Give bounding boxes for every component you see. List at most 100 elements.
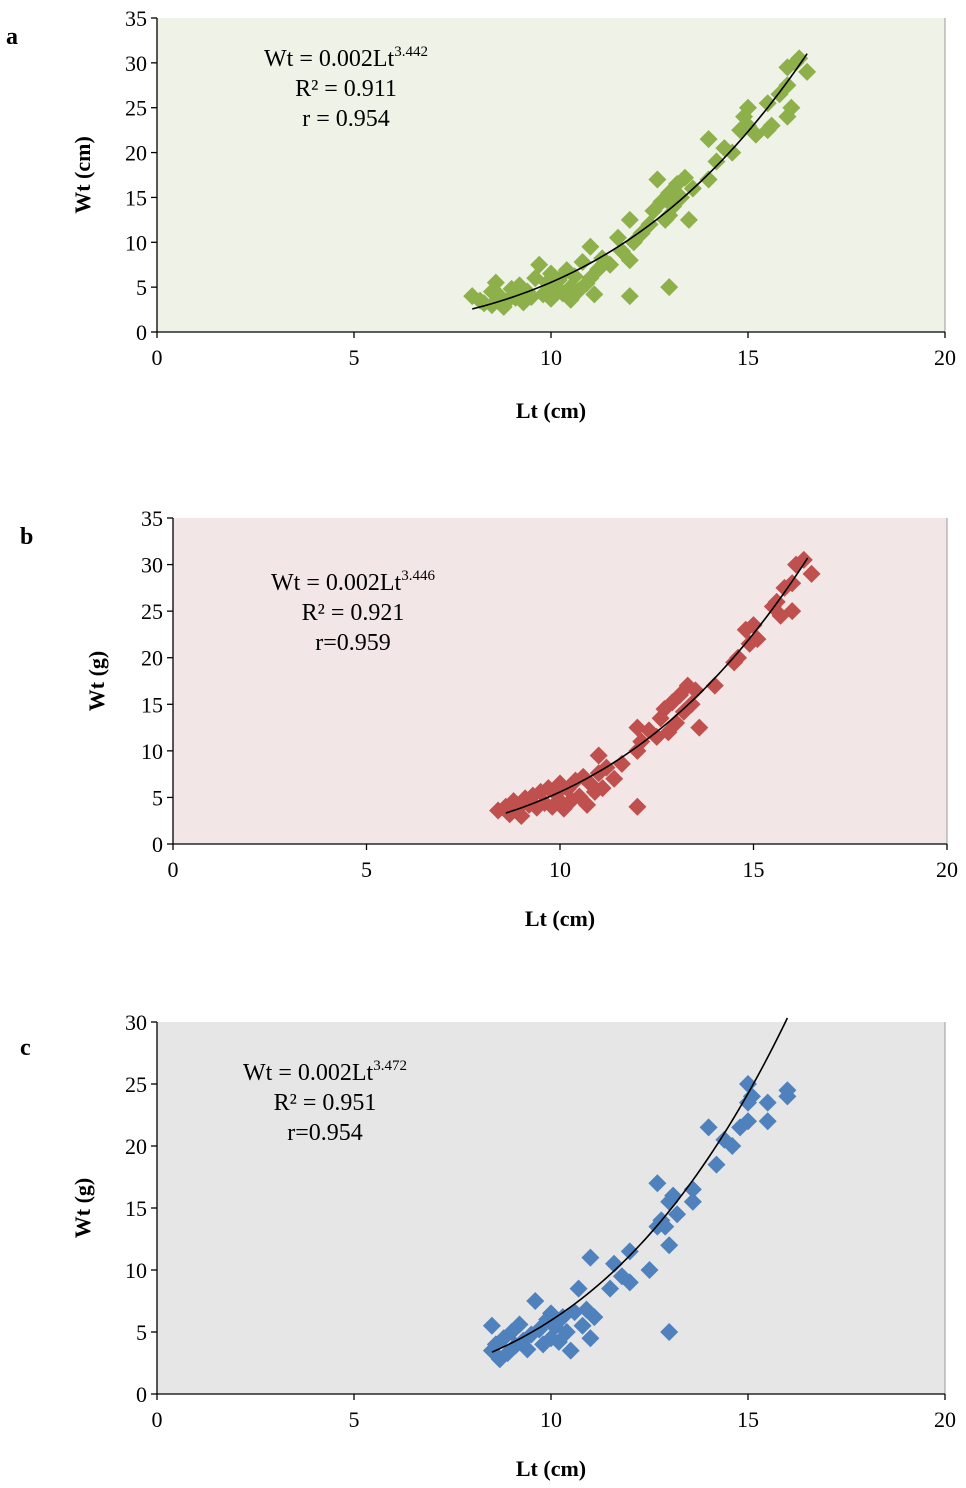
x-tick-label-a: 20 — [934, 345, 956, 370]
data-point-a — [782, 98, 801, 117]
data-point-c — [739, 1093, 757, 1112]
data-point-b — [593, 779, 612, 798]
x-tick-label-c: 15 — [737, 1407, 759, 1432]
data-point-a — [648, 170, 667, 189]
y-axis-title-c: Wt (g) — [70, 1178, 95, 1238]
data-point-c — [494, 1329, 513, 1348]
data-point-c — [573, 1316, 592, 1335]
data-point-c — [660, 1236, 679, 1255]
chart-a-svg: 0 5 10 15 20 25 30 35 0 5 10 15 20 Lt (cm) Wt (cm) a Wt … — [6, 6, 956, 423]
data-point-a — [699, 130, 718, 149]
x-tick-label-b: 15 — [743, 857, 765, 882]
data-point-a — [620, 210, 639, 229]
x-tick-label-c: 5 — [349, 1407, 360, 1432]
data-point-c — [648, 1174, 667, 1193]
data-point-a — [530, 255, 549, 274]
data-point-b — [729, 648, 748, 667]
data-point-a — [739, 116, 757, 135]
data-point-c — [498, 1344, 517, 1363]
data-point-c — [739, 1112, 757, 1131]
y-tick-label-b: 35 — [141, 506, 163, 531]
data-point-c — [715, 1130, 734, 1149]
data-point-b — [682, 695, 701, 714]
data-point-b — [783, 602, 802, 621]
y-tick-label-b: 15 — [141, 692, 163, 717]
data-point-c — [569, 1279, 588, 1298]
data-point-a — [660, 278, 679, 297]
data-point-b — [585, 782, 604, 801]
data-point-c — [518, 1340, 537, 1359]
data-point-b — [566, 771, 585, 790]
data-point-c — [758, 1093, 777, 1112]
y-tick-label-b: 25 — [141, 599, 163, 624]
data-point-a — [565, 267, 584, 286]
data-point-c — [522, 1325, 541, 1344]
data-point-b — [775, 578, 794, 597]
data-point-b — [578, 795, 597, 814]
y-tick-label-a: 35 — [125, 6, 147, 31]
equation-base-b: Wt = 0.002Lt — [271, 570, 402, 596]
data-point-a — [758, 94, 777, 113]
data-point-c — [620, 1273, 639, 1292]
chart-panel-a: 0 5 10 15 20 25 30 35 0 5 10 15 20 Lt (cm) Wt (cm) a Wt … — [0, 0, 966, 480]
data-point-c — [542, 1304, 560, 1323]
data-point-c — [742, 1087, 761, 1106]
data-point-a — [581, 237, 600, 256]
data-point-b — [771, 606, 790, 625]
y-tick-label-a: 15 — [125, 185, 147, 210]
x-tick-label-b: 5 — [361, 857, 372, 882]
x-tick-label-c: 20 — [934, 1407, 956, 1432]
trendline-c — [491, 1017, 789, 1353]
r-squared-label-b: R² = 0.921 — [302, 600, 405, 626]
y-tick-label-c: 10 — [125, 1258, 147, 1283]
r-label-c: r=0.954 — [287, 1120, 363, 1146]
chart-panel-b: 0 5 10 15 20 25 30 35 0 5 10 15 20 Lt (cm) Wt (g) b Wt =… — [0, 498, 966, 978]
data-point-c — [620, 1242, 639, 1261]
data-point-a — [672, 188, 691, 207]
y-tick-label-b: 5 — [152, 785, 163, 810]
x-tick-label-c: 0 — [152, 1407, 163, 1432]
data-point-c — [561, 1341, 580, 1360]
x-tick-label-b: 10 — [549, 857, 571, 882]
panel-letter-c: c — [20, 1035, 31, 1061]
data-point-b — [628, 797, 647, 816]
equation-label-a: Wt = 0.002Lt3.442 — [264, 44, 428, 72]
data-point-a — [608, 228, 627, 247]
x-axis-title-a: Lt (cm) — [516, 398, 586, 423]
data-point-c — [707, 1155, 726, 1174]
data-point-c — [699, 1118, 718, 1137]
data-point-b — [744, 616, 763, 635]
trendline-a — [472, 53, 808, 310]
data-point-c — [640, 1261, 659, 1279]
data-point-b — [705, 676, 724, 695]
data-point-c — [557, 1323, 576, 1341]
data-point-b — [802, 564, 821, 583]
equation-label-b: Wt = 0.002Lt3.446 — [271, 568, 435, 596]
y-tick-label-c: 15 — [125, 1196, 147, 1221]
data-point-c — [758, 1112, 777, 1131]
x-tick-label-a: 15 — [737, 345, 759, 370]
y-tick-label-b: 0 — [152, 832, 163, 857]
x-tick-label-a: 5 — [349, 345, 360, 370]
data-point-c — [510, 1315, 529, 1334]
data-point-b — [640, 721, 659, 740]
x-tick-label-a: 0 — [152, 345, 163, 370]
y-tick-label-b: 30 — [141, 553, 163, 578]
data-point-c — [683, 1192, 702, 1211]
x-axis-title-c: Lt (cm) — [516, 1456, 586, 1481]
data-point-c — [668, 1205, 687, 1224]
data-point-c — [683, 1180, 702, 1199]
data-point-a — [675, 168, 694, 187]
data-point-a — [573, 253, 592, 272]
data-point-c — [482, 1316, 501, 1335]
data-point-b — [794, 550, 813, 569]
y-tick-label-c: 5 — [136, 1320, 147, 1345]
y-tick-label-c: 0 — [136, 1382, 147, 1407]
chart-c-svg: 0 5 10 15 20 25 30 0 5 10 15 20 Lt (cm) Wt (g) c Wt = 0… — [20, 1010, 956, 1481]
data-point-c — [660, 1323, 679, 1341]
data-point-c — [526, 1292, 545, 1310]
chart-b-svg: 0 5 10 15 20 25 30 35 0 5 10 15 20 Lt (cm) Wt (g) b Wt =… — [20, 506, 958, 931]
equation-exponent-c: 3.472 — [373, 1058, 407, 1074]
y-tick-label-c: 20 — [125, 1134, 147, 1159]
panel-letter-a: a — [6, 24, 18, 50]
